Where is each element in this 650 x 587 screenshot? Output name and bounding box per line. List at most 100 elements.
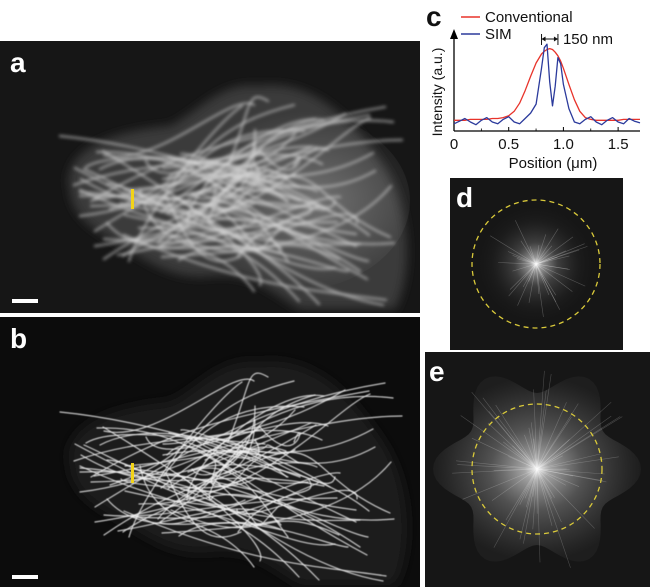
spectrum-streak (535, 228, 559, 265)
spectrum-streak (512, 255, 537, 265)
y-axis-label: Intensity (a.u.) (429, 48, 445, 137)
spectrum-streak (495, 404, 538, 470)
spectrum-streak (524, 468, 538, 499)
spectrum-streak (535, 234, 547, 265)
microtubule (131, 482, 319, 519)
spectrum-streak (536, 468, 580, 487)
legend-label-conventional: Conventional (485, 9, 573, 26)
microtubule (180, 456, 262, 493)
microtubule (89, 113, 371, 203)
spectrum-streak (535, 263, 557, 296)
y-axis-arrow (450, 29, 458, 39)
spectrum-streak (530, 422, 538, 470)
microtubule (123, 510, 387, 577)
spectrum-streak (517, 263, 537, 306)
panel-label-a: a (10, 47, 26, 78)
microtubule (117, 508, 282, 532)
spectrum-streak (536, 468, 555, 498)
spectrum-streak (516, 258, 537, 265)
spectrum-streak (487, 422, 538, 470)
microtubule (166, 445, 309, 484)
microtubule (227, 372, 269, 443)
spectrum-streak (535, 263, 557, 303)
spectrum-streak (536, 370, 545, 470)
microtubule (222, 142, 257, 199)
microtubule (145, 422, 329, 450)
spectrum-streak (535, 245, 553, 265)
microtubule (162, 429, 323, 445)
spectrum-streak (535, 246, 588, 265)
spectrum-streak (536, 468, 603, 481)
spectrum-streak (536, 416, 621, 470)
microtubule (124, 490, 263, 523)
spectrum-streak (536, 468, 566, 486)
microtubule (223, 419, 256, 475)
x-tick-label: 1.0 (553, 136, 574, 153)
microtubule (178, 522, 349, 548)
spectrum-streak (536, 417, 572, 470)
panel-label-b: b (10, 323, 28, 354)
spectrum-streak (508, 263, 537, 297)
spectrum-streak (471, 437, 538, 470)
microtubule (123, 132, 297, 192)
panel-label-d: d (456, 182, 474, 213)
microtubule (106, 498, 281, 530)
spectrum-streak (536, 468, 553, 526)
spectrum-streak (503, 441, 538, 470)
microtubule (138, 503, 336, 546)
spectrum-streak (536, 374, 552, 470)
microtubule (137, 226, 337, 271)
spectrum-streak (532, 468, 538, 497)
microtubule (235, 213, 359, 240)
microtubule (236, 489, 358, 515)
spectrum-streak (493, 468, 538, 548)
microtubule (84, 157, 267, 170)
spectrum-streak (524, 434, 538, 470)
resolution-limit-circle-e (471, 403, 603, 535)
spectrum-streak (536, 468, 570, 471)
microtubule (259, 451, 391, 514)
microtubule (116, 231, 283, 257)
spectrum-streak (520, 240, 537, 265)
microtubule (154, 116, 372, 230)
spectrum-streak (535, 250, 566, 265)
spectrum-streak (536, 402, 567, 470)
spectrum-streak (488, 411, 538, 470)
spectrum-streak (536, 468, 541, 563)
microtubule (155, 393, 371, 505)
spectrum-streak (456, 460, 538, 470)
spectrum-streak (536, 468, 562, 523)
spectrum-streak (535, 245, 540, 265)
panel-b-sim-image: b (0, 317, 420, 587)
spectrum-streak (493, 468, 538, 471)
microtubule (80, 454, 325, 487)
microtubule (85, 433, 266, 445)
fourier-spectrum-e (425, 352, 650, 587)
scale-bar-b (12, 575, 38, 579)
spectrum-streak (457, 464, 538, 470)
spectrum-streak (498, 262, 537, 265)
microtubule (165, 472, 242, 538)
spectrum-streak (515, 220, 537, 265)
spectrum-streak (522, 263, 537, 288)
microtubule (161, 461, 392, 534)
spectrum-streak (536, 401, 612, 470)
spectrum-streak (490, 235, 537, 265)
spectrum-streak (507, 251, 537, 265)
microtubule (159, 394, 316, 523)
spectrum-streak (536, 468, 595, 529)
microtubule (103, 378, 255, 434)
microtubule (78, 173, 332, 218)
spectrum-streak (523, 468, 538, 544)
spectrum-streak (512, 445, 538, 470)
microtubule (94, 493, 361, 548)
microtubule-filaments-a (58, 95, 404, 307)
microtubule (119, 200, 258, 214)
microtubule (128, 381, 243, 538)
microtubule (204, 446, 376, 464)
microtubule (127, 104, 244, 263)
microtubule (258, 149, 301, 171)
microtubule-image-b (0, 317, 420, 587)
spectrum-streak (536, 416, 623, 470)
spectrum-streak (535, 249, 580, 265)
